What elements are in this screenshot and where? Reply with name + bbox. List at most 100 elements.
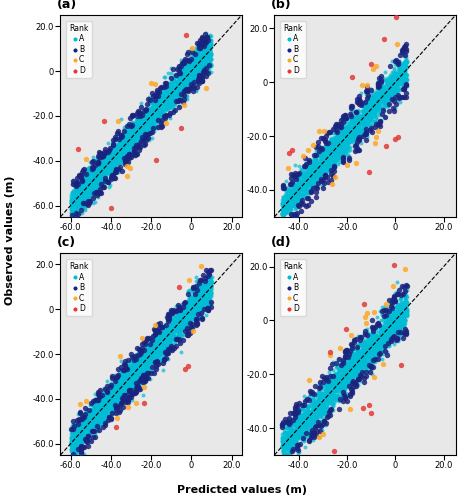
Point <box>347 340 354 348</box>
Point <box>332 136 339 143</box>
Point <box>189 80 197 88</box>
Point <box>167 95 174 103</box>
Point <box>70 417 77 425</box>
Point <box>207 300 214 308</box>
Point <box>350 130 357 138</box>
Point <box>161 94 169 102</box>
Point <box>88 426 96 434</box>
Point <box>295 180 302 188</box>
Point <box>330 378 338 386</box>
Point <box>348 369 355 377</box>
Point <box>193 83 200 91</box>
Point <box>83 188 91 196</box>
Point <box>290 194 298 202</box>
Point <box>106 399 114 407</box>
Point <box>69 420 76 428</box>
Point <box>193 302 200 310</box>
Point <box>141 363 149 371</box>
Point <box>342 138 350 146</box>
Point <box>390 96 398 104</box>
Point <box>401 86 408 94</box>
Point <box>151 98 158 106</box>
Point <box>380 94 387 102</box>
Point <box>136 369 144 377</box>
Point <box>124 138 132 146</box>
Point <box>103 166 111 173</box>
Point <box>196 65 204 73</box>
Point <box>79 192 86 200</box>
Point <box>70 442 78 450</box>
Point <box>125 148 132 156</box>
Point <box>123 130 130 138</box>
Point <box>142 104 149 112</box>
Point <box>69 196 77 203</box>
Point <box>311 416 318 424</box>
Point <box>285 150 292 158</box>
Point <box>91 424 98 432</box>
Point <box>337 150 345 158</box>
Point <box>191 48 198 56</box>
Point <box>320 156 328 164</box>
Point <box>196 300 204 308</box>
Point <box>387 337 394 345</box>
Point <box>140 374 147 382</box>
Point <box>359 118 366 126</box>
Point <box>164 106 172 114</box>
Point <box>326 162 333 170</box>
Point <box>319 394 327 402</box>
Point <box>342 390 349 398</box>
Point <box>351 378 358 386</box>
Point <box>297 422 304 430</box>
Point <box>169 333 176 341</box>
Point <box>329 150 337 158</box>
Point <box>70 206 78 214</box>
Point <box>318 152 325 160</box>
Point <box>393 92 400 100</box>
Point <box>193 277 200 285</box>
Point <box>343 366 350 374</box>
Point <box>73 192 80 200</box>
Point <box>137 376 145 384</box>
Point <box>204 285 211 293</box>
Point <box>108 406 115 414</box>
Point <box>108 407 115 415</box>
Point <box>362 99 369 107</box>
Point <box>122 380 130 388</box>
Point <box>167 332 174 340</box>
Point <box>160 99 167 107</box>
Point <box>280 184 287 192</box>
Point <box>73 424 81 432</box>
Point <box>93 177 100 185</box>
Point <box>193 306 200 314</box>
Point <box>177 74 184 82</box>
Point <box>173 90 180 98</box>
Point <box>337 378 344 386</box>
Point <box>279 442 287 450</box>
Point <box>113 392 121 400</box>
Point <box>198 312 205 320</box>
Point <box>132 126 139 134</box>
Point <box>339 386 347 394</box>
Point <box>72 446 79 454</box>
Point <box>319 150 326 158</box>
Point <box>363 104 370 112</box>
Point <box>120 134 127 142</box>
Point <box>108 392 115 400</box>
Point <box>96 398 104 406</box>
Point <box>378 90 385 98</box>
Point <box>291 192 299 200</box>
Point <box>143 340 150 347</box>
Point <box>352 142 359 150</box>
Point <box>195 64 202 72</box>
Point <box>153 100 160 108</box>
Point <box>169 94 177 102</box>
Point <box>359 368 366 376</box>
Point <box>131 141 138 149</box>
Point <box>112 146 119 154</box>
Point <box>311 185 319 193</box>
Point <box>78 418 85 426</box>
Point <box>159 344 166 352</box>
Point <box>332 129 339 137</box>
Point <box>318 146 325 154</box>
Point <box>359 356 366 364</box>
